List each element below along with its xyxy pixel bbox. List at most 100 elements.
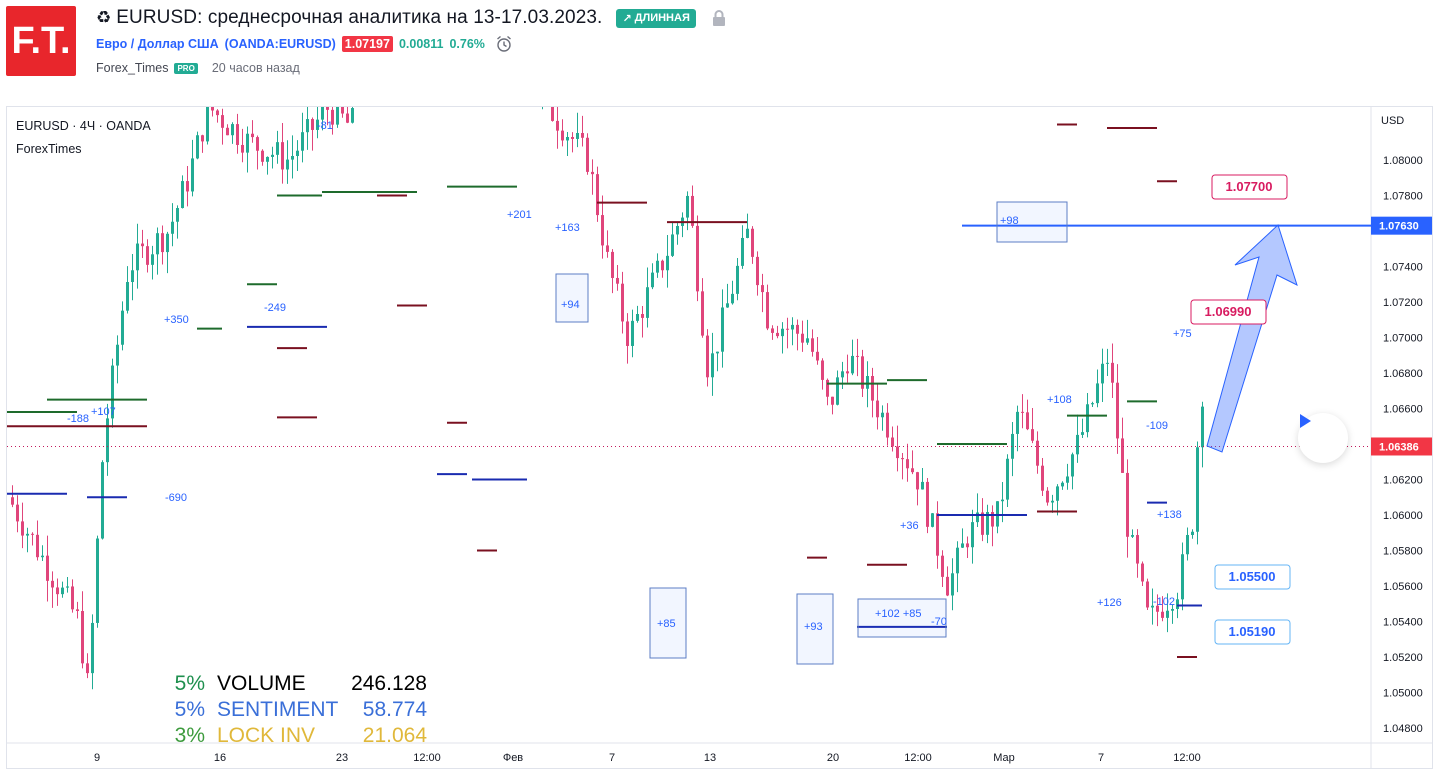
title-row: ♻ EURUSD: среднесрочная аналитика на 13-… [96, 7, 726, 29]
candle-up [961, 543, 964, 548]
candle-down [596, 174, 599, 216]
candle-up [741, 237, 744, 266]
author-logo[interactable]: F.T. [6, 6, 76, 76]
candle-down [926, 481, 929, 527]
long-badge: ↗ ДЛИННАЯ [616, 8, 696, 28]
candle-down [11, 497, 14, 505]
candle-down [226, 127, 229, 136]
y-tick-label: 1.07800 [1383, 191, 1423, 203]
candle-up [301, 132, 304, 151]
y-tick-label: 1.08000 [1383, 155, 1423, 167]
candle-up [1066, 476, 1069, 483]
candle-down [966, 543, 969, 548]
candle-down [31, 533, 34, 535]
candle-up [1071, 454, 1074, 477]
y-tick-label: 1.07400 [1383, 262, 1423, 274]
y-tick-label: 1.05800 [1383, 546, 1423, 558]
candle-down [241, 144, 244, 153]
candle-down [81, 611, 84, 664]
candle-up [566, 136, 569, 141]
candle-down [1156, 605, 1159, 612]
candle-down [601, 215, 604, 246]
candle-up [656, 260, 659, 273]
symbol-ticker-link[interactable]: (OANDA:EURUSD) [224, 37, 336, 51]
candle-down [906, 459, 909, 469]
candle-up [646, 287, 649, 318]
candle-up [196, 135, 199, 159]
candle-down [811, 338, 814, 352]
candle-up [1081, 432, 1084, 435]
indicator-marker: +350 [164, 314, 189, 326]
change-pct: 0.76% [449, 37, 485, 51]
candle-down [606, 245, 609, 252]
play-replay-button[interactable] [1298, 413, 1348, 463]
indicator-marker: -70 [931, 616, 947, 628]
candle-down [551, 107, 554, 121]
alarm-clock-icon[interactable] [495, 35, 513, 53]
idea-header: F.T. ♻ EURUSD: среднесрочная аналитика н… [0, 0, 1439, 90]
candle-up [1191, 531, 1194, 535]
candle-down [936, 513, 939, 556]
candle-down [696, 225, 699, 292]
candle-down [751, 228, 754, 257]
candle-down [641, 314, 644, 318]
candle-down [221, 115, 224, 128]
candle-up [176, 208, 179, 222]
candle-down [331, 109, 334, 125]
x-tick-label: 23 [336, 752, 348, 764]
price-chart[interactable]: USD 1.08000 1.07800 1.07400 1.07200 1.07000 1.… [6, 106, 1433, 769]
candle-up [631, 320, 634, 346]
candle-up [246, 133, 249, 153]
symbol-legend[interactable]: EURUSD · 4Ч · OANDA [16, 119, 151, 133]
candle-up [881, 412, 884, 418]
candle-down [1046, 490, 1049, 503]
indicator-legend[interactable]: ForexTimes [16, 142, 82, 156]
x-tick-label: 12:00 [1173, 752, 1201, 764]
lock-inv-label: LOCK INV [217, 724, 316, 747]
symbol-row: Евро / Доллар США (OANDA:EURUSD) 1.07197… [96, 35, 513, 53]
candle-up [296, 150, 299, 157]
candle-down [1021, 411, 1024, 413]
indicator-marker: +126 [1097, 597, 1122, 609]
candle-down [261, 150, 264, 162]
symbol-name-link[interactable]: Евро / Доллар США [96, 37, 219, 51]
candle-down [1121, 438, 1124, 473]
candle-down [46, 555, 49, 581]
y-tick-label: 1.06200 [1383, 475, 1423, 487]
candle-down [771, 328, 774, 333]
target-price-tag: 1.07630 [1379, 221, 1419, 233]
indicator-marker: -690 [165, 492, 187, 504]
candle-down [831, 396, 834, 405]
candle-up [1076, 434, 1079, 455]
candle-up [1056, 486, 1059, 501]
candle-down [916, 472, 919, 490]
candle-up [116, 344, 119, 366]
candle-down [846, 371, 849, 374]
candle-up [1201, 406, 1204, 448]
candle-up [721, 307, 724, 352]
y-tick-label: 1.06000 [1383, 510, 1423, 522]
candle-up [636, 314, 639, 321]
candle-up [1181, 554, 1184, 600]
chart-canvas[interactable]: USD 1.08000 1.07800 1.07400 1.07200 1.07000 1.… [7, 107, 1433, 769]
x-tick-label: Мар [993, 752, 1015, 764]
x-tick-label: Фев [503, 752, 523, 764]
highlight-box [857, 598, 947, 638]
candle-up [971, 522, 974, 548]
candle-down [786, 328, 789, 330]
candle-up [151, 254, 154, 265]
candle-up [171, 221, 174, 234]
candle-down [141, 243, 144, 247]
highlight-box [555, 273, 589, 323]
price-callout-label: 1.06990 [1205, 304, 1252, 319]
indicator-marker: +107 [91, 406, 116, 418]
indicator-marker: +201 [507, 209, 532, 221]
author-name-link[interactable]: Forex_Times [96, 61, 169, 75]
lock-inv-value: 21.064 [362, 724, 427, 747]
price-callout-label: 1.05500 [1229, 569, 1276, 584]
price-badge: 1.07197 [341, 36, 393, 52]
candle-up [91, 622, 94, 674]
candle-up [231, 124, 234, 136]
candle-down [691, 195, 694, 226]
sentiment-pct: 5% [174, 698, 205, 721]
